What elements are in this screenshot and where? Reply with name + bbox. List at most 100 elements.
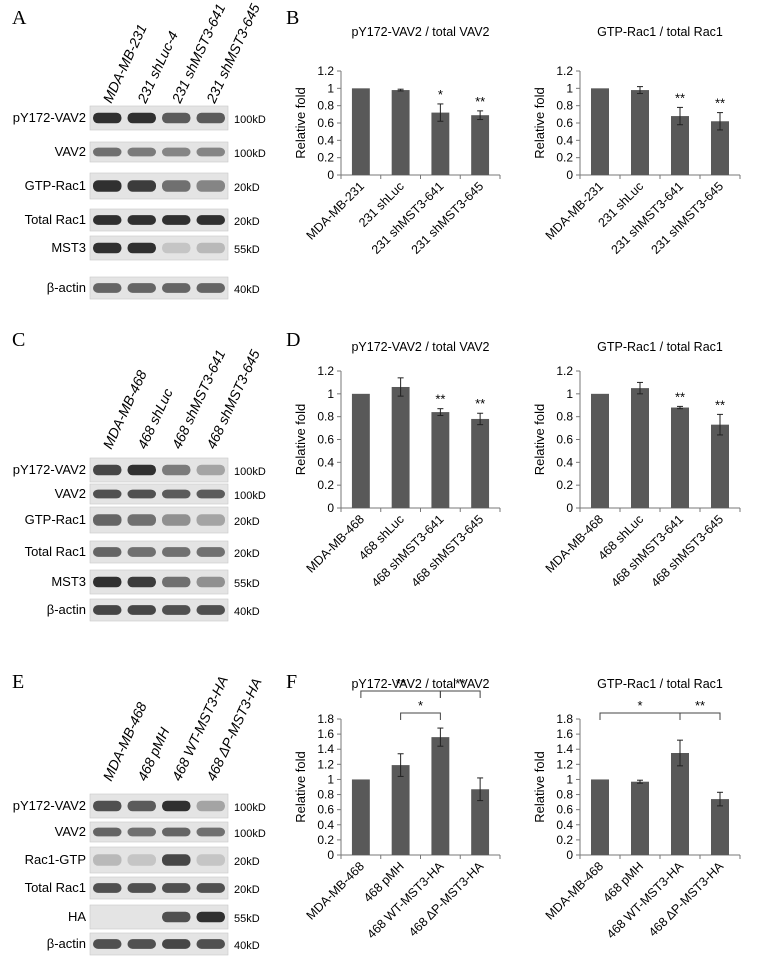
blot-row-label: β-actin [47, 602, 86, 617]
panel-letter-f: F [286, 671, 297, 693]
blot-band [196, 147, 225, 157]
molecular-weight-label: 55kD [234, 578, 260, 590]
blot-row-label: β-actin [47, 936, 86, 951]
y-tick-label: 0.2 [317, 478, 334, 492]
blot-band [93, 514, 122, 526]
y-tick-label: 1 [327, 81, 334, 95]
blot-band [196, 514, 225, 526]
blot-strip [89, 540, 229, 564]
molecular-weight-label: 55kD [234, 913, 260, 925]
blot-row-label: Total Rac1 [25, 880, 86, 895]
y-tick-label: 0.4 [556, 133, 573, 147]
y-tick-label: 1 [327, 387, 334, 401]
y-tick-label: 1 [566, 772, 573, 786]
blot-row-label: VAV2 [55, 486, 86, 501]
blot-band [93, 827, 122, 837]
molecular-weight-label: 100kD [234, 114, 266, 126]
molecular-weight-label: 20kD [234, 856, 260, 868]
category-label: 231 shMST3-641 [608, 179, 686, 257]
bar [431, 412, 450, 508]
chart-title: pY172-VAV2 / total VAV2 [351, 25, 489, 39]
blot-band [162, 147, 191, 157]
bar-chart-b-1: pY172-VAV2 / total VAV2 0 0.2 0.4 0.6 0.8 1 1.2… [293, 25, 501, 257]
blot-band [93, 576, 122, 588]
y-tick-label: 1.8 [556, 712, 573, 726]
y-tick-label: 0 [327, 168, 334, 182]
chart-title: GTP-Rac1 / total Rac1 [597, 25, 723, 39]
bar [591, 88, 609, 175]
blot-band [93, 215, 122, 225]
y-tick-label: 1.8 [317, 712, 334, 726]
y-tick-label: 0 [327, 848, 334, 862]
molecular-weight-label: 100kD [234, 148, 266, 160]
bar [671, 753, 689, 855]
bar-charts: pY172-VAV2 / total VAV200.20.40.60.811.2… [293, 25, 741, 941]
blot-row-label: VAV2 [55, 824, 86, 839]
y-tick-label: 0.8 [556, 99, 573, 113]
bar [631, 90, 649, 175]
blot-strip [89, 876, 229, 900]
y-tick-label: 0.6 [556, 116, 573, 130]
bar [471, 418, 490, 508]
blot-band [93, 180, 122, 192]
blot-band [93, 489, 122, 499]
y-axis-label: Relative fold [293, 87, 308, 159]
bar [391, 765, 410, 855]
blot-row-label: Rac1-GTP [25, 852, 86, 867]
blot-band [162, 911, 191, 923]
y-tick-label: 1.2 [556, 64, 573, 78]
y-tick-label: 0.4 [556, 818, 573, 832]
blot-band [127, 489, 156, 499]
y-tick-label: 0.2 [317, 833, 334, 847]
blot-row-label: Total Rac1 [25, 544, 86, 559]
blot-band [93, 547, 122, 557]
y-tick-label: 0.4 [317, 818, 334, 832]
y-tick-label: 0.6 [556, 433, 573, 447]
bar [351, 779, 370, 855]
blot-band [93, 883, 122, 893]
blot-strip [89, 821, 229, 843]
category-label: MDA-MB-231 [304, 179, 367, 242]
blot-band [93, 939, 122, 949]
blot-band [127, 215, 156, 225]
bar [591, 779, 609, 855]
panel-letter-e: E [12, 671, 24, 693]
blot-row-label: GTP-Rac1 [25, 178, 86, 193]
blot-band [127, 147, 156, 157]
blot-band [93, 242, 122, 254]
blot-band [162, 489, 191, 499]
blot-band [127, 180, 156, 192]
bar [711, 799, 729, 855]
chart-title: pY172-VAV2 / total VAV2 [351, 677, 489, 691]
blot-row-label: MST3 [51, 240, 86, 255]
molecular-weight-label: 100kD [234, 466, 266, 478]
blot-row-label: MST3 [51, 574, 86, 589]
y-tick-label: 1.6 [556, 727, 573, 741]
category-label: 468 ΔP-MST3-HA [406, 859, 487, 940]
y-tick-label: 0.6 [556, 803, 573, 817]
blot-row-label: pY172-VAV2 [13, 462, 86, 477]
panel-letter-c: C [12, 329, 25, 351]
blot-row-label: Total Rac1 [25, 212, 86, 227]
molecular-weight-label: 100kD [234, 828, 266, 840]
y-tick-label: 1.2 [317, 757, 334, 771]
significance-marker: ** [675, 389, 685, 404]
category-label: MDA-MB-468 [304, 859, 367, 922]
y-tick-label: 0.8 [317, 410, 334, 424]
blot-band [196, 215, 225, 225]
comparison-bracket [439, 690, 481, 698]
significance-marker: ** [675, 90, 685, 105]
blot-band [93, 112, 122, 124]
y-axis-label: Relative fold [293, 751, 308, 823]
y-tick-label: 0.6 [317, 116, 334, 130]
blot-band [127, 800, 156, 812]
category-label: 468 shMST3-645 [648, 512, 726, 590]
blot-band [127, 939, 156, 949]
blot-band [196, 547, 225, 557]
bracket-significance: ** [455, 676, 465, 691]
bar-chart-d-1: pY172-VAV2 / total VAV2 0 0.2 0.4 0.6 0.8 1 1.2… [293, 340, 501, 590]
y-tick-label: 1.2 [317, 364, 334, 378]
category-label: MDA-MB-468 [543, 512, 606, 575]
chart-title: GTP-Rac1 / total Rac1 [597, 340, 723, 354]
blot-band [162, 547, 191, 557]
